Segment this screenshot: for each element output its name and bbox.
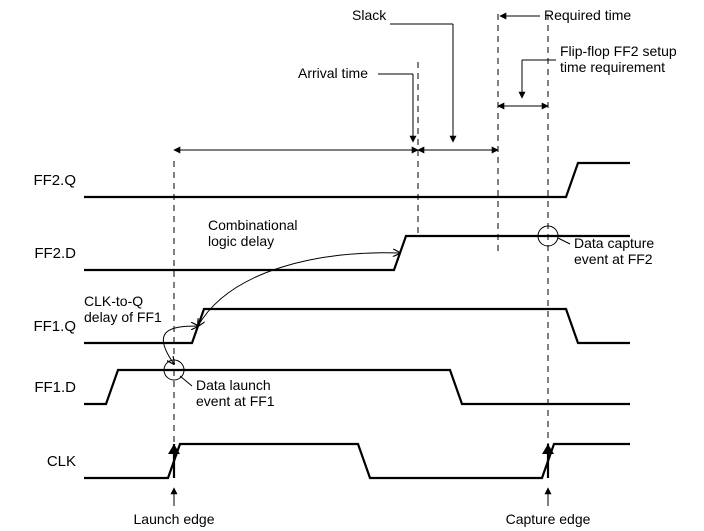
label-arrival: Arrival time — [298, 65, 368, 81]
label-ff1q: FF1.Q — [33, 318, 76, 335]
wave-ff2d — [84, 236, 630, 270]
label-slack: Slack — [352, 7, 387, 23]
label-clk2q: CLK-to-Qdelay of FF1 — [84, 293, 162, 325]
label-launch-edge: Launch edge — [134, 511, 215, 527]
ptr-capture-event — [558, 238, 570, 244]
label-ff2d: FF2.D — [34, 245, 76, 262]
label-ff2q: FF2.Q — [33, 172, 76, 189]
ptr-launch-event — [180, 376, 192, 386]
label-capture-event: Data captureevent at FF2 — [574, 235, 654, 267]
curve-combo — [198, 253, 400, 326]
label-setup: Flip-flop FF2 setuptime requirement — [560, 43, 677, 75]
label-required: Required time — [544, 7, 631, 23]
label-capture-edge: Capture edge — [506, 511, 591, 527]
label-ff1d: FF1.D — [34, 379, 76, 396]
label-combo: Combinationallogic delay — [208, 217, 298, 249]
curve-clk2q — [163, 326, 198, 364]
label-clk: CLK — [47, 453, 76, 470]
label-launch-event: Data launchevent at FF1 — [196, 377, 275, 409]
timing-diagram: FF2.Q FF2.D FF1.Q FF1.D CLK Slack Required tim… — [0, 0, 704, 531]
